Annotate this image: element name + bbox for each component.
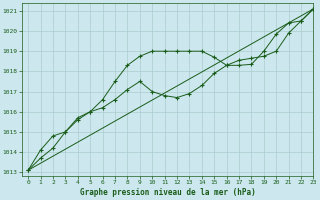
X-axis label: Graphe pression niveau de la mer (hPa): Graphe pression niveau de la mer (hPa): [80, 188, 256, 197]
